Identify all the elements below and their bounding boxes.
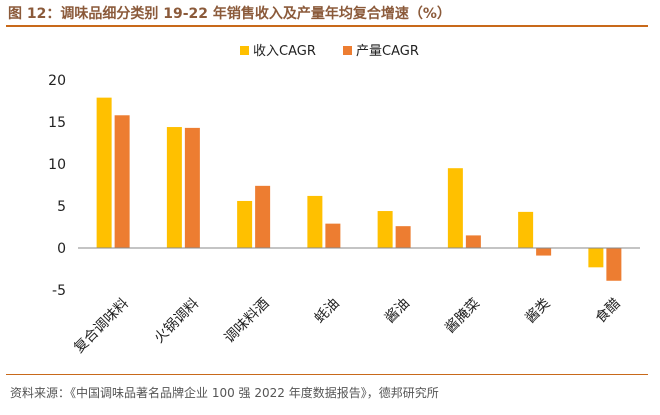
bar-production bbox=[255, 185, 271, 248]
source-note: 资料来源：《中国调味品著名品牌企业 100 强 2022 年度数据报告》，德邦研… bbox=[10, 386, 439, 400]
bar-production bbox=[395, 226, 411, 248]
bar-production bbox=[114, 115, 130, 248]
legend-label-0: 收入CAGR bbox=[253, 44, 316, 59]
x-category-label: 火锅调料 bbox=[151, 296, 202, 347]
bar-production bbox=[536, 248, 552, 256]
legend-swatch-0 bbox=[240, 46, 249, 55]
x-category-label: 酱腌菜 bbox=[442, 296, 483, 337]
bar-chart: 收入CAGR 产量CAGR 20 15 10 5 0 -5 复合调味料 火锅调料 调味料酒 蚝油 酱… bbox=[48, 44, 640, 357]
x-category-label: 酱类 bbox=[522, 296, 553, 327]
bar-revenue bbox=[166, 127, 182, 248]
y-axis: 20 15 10 5 0 -5 bbox=[48, 73, 66, 299]
bar-production bbox=[184, 127, 200, 248]
bars bbox=[96, 97, 622, 281]
legend-swatch-1 bbox=[343, 46, 352, 55]
bar-revenue bbox=[447, 168, 463, 248]
y-tick-label: 20 bbox=[48, 73, 66, 89]
figure-title: 图 12：调味品细分类别 19-22 年销售收入及产量年均复合增速（%） bbox=[8, 6, 451, 22]
bar-revenue bbox=[237, 200, 253, 248]
x-axis: 复合调味料 火锅调料 调味料酒 蚝油 酱油 酱腌菜 酱类 食醋 bbox=[70, 247, 640, 357]
bar-revenue bbox=[518, 211, 534, 248]
legend-label-1: 产量CAGR bbox=[356, 44, 419, 59]
y-tick-label: 0 bbox=[57, 241, 66, 257]
y-tick-label: -5 bbox=[52, 283, 66, 299]
bar-revenue bbox=[96, 97, 112, 248]
x-category-label: 蚝油 bbox=[312, 296, 343, 327]
y-tick-label: 15 bbox=[48, 115, 66, 131]
x-category-label: 酱油 bbox=[382, 296, 413, 327]
bar-production bbox=[606, 248, 622, 281]
y-tick-label: 10 bbox=[48, 157, 66, 173]
bar-production bbox=[465, 235, 481, 248]
bar-revenue bbox=[307, 195, 323, 248]
x-category-label: 复合调味料 bbox=[70, 295, 132, 357]
x-category-label: 调味料酒 bbox=[222, 296, 273, 347]
y-tick-label: 5 bbox=[57, 199, 66, 215]
legend: 收入CAGR 产量CAGR bbox=[240, 44, 419, 59]
bar-revenue bbox=[588, 248, 604, 268]
bar-revenue bbox=[377, 211, 393, 248]
title-divider bbox=[6, 25, 648, 27]
bar-production bbox=[325, 223, 341, 248]
x-category-label: 食醋 bbox=[592, 295, 624, 327]
source-divider bbox=[6, 374, 648, 375]
